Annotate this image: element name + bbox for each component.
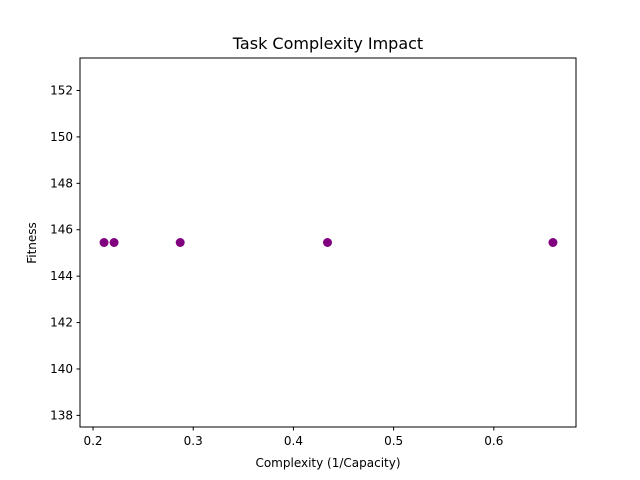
y-tick-label: 144	[50, 269, 73, 283]
plot-area-frame	[79, 57, 577, 428]
y-tick-label: 152	[50, 83, 73, 97]
data-point	[99, 238, 109, 247]
data-point	[175, 238, 185, 247]
y-axis-label: Fitness	[25, 222, 39, 264]
data-point	[548, 238, 558, 247]
chart-title: Task Complexity Impact	[232, 34, 423, 53]
x-tick-label: 0.6	[484, 434, 503, 448]
data-points	[99, 238, 558, 247]
x-tick-label: 0.4	[284, 434, 303, 448]
data-point	[322, 238, 332, 247]
data-point	[109, 238, 119, 247]
x-tick-label: 0.2	[83, 434, 102, 448]
y-tick-label: 150	[50, 130, 73, 144]
y-axis-ticks: 138 140 142 144 146 148 150 152	[50, 83, 80, 422]
y-tick-label: 138	[50, 408, 73, 422]
x-axis-ticks: 0.2 0.3 0.4 0.5 0.6	[83, 427, 503, 448]
y-tick-label: 148	[50, 176, 73, 190]
y-tick-label: 142	[50, 316, 73, 330]
x-tick-label: 0.3	[184, 434, 203, 448]
y-tick-label: 140	[50, 362, 73, 376]
y-tick-label: 146	[50, 223, 73, 237]
x-axis-label: Complexity (1/Capacity)	[255, 456, 400, 470]
x-tick-label: 0.5	[384, 434, 403, 448]
